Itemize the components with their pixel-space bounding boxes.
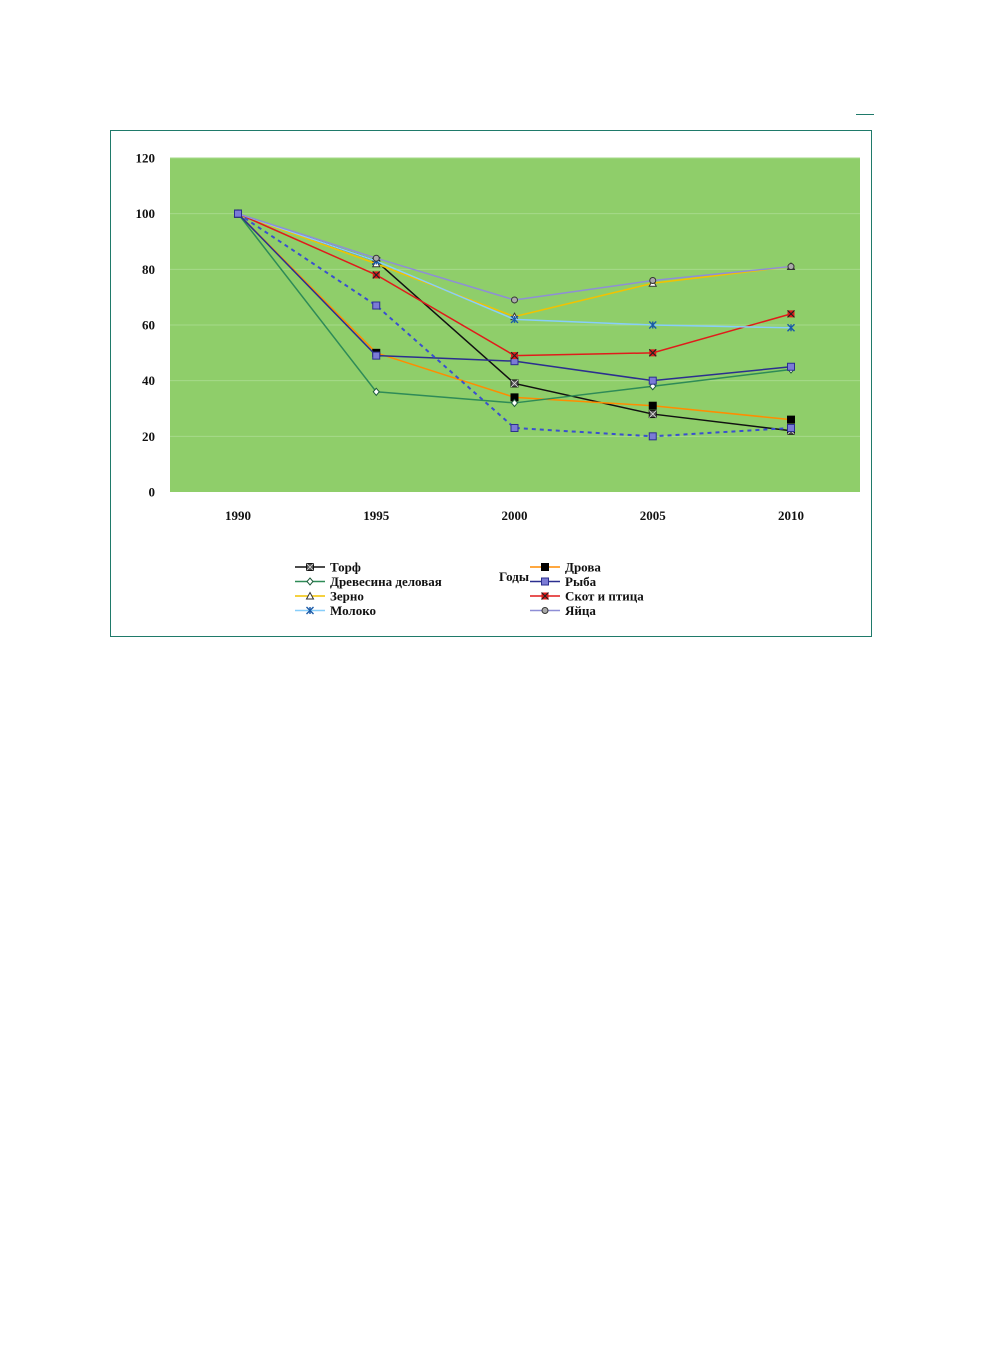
legend-label: Скот и птица [565, 589, 644, 604]
data-point [787, 423, 795, 432]
data-point [372, 270, 381, 279]
data-point [372, 301, 381, 310]
data-point [510, 398, 519, 408]
y-tick-label: 40 [142, 373, 155, 388]
data-point [306, 577, 314, 586]
y-tick-label: 80 [142, 262, 155, 277]
data-point [648, 348, 657, 357]
data-point [649, 276, 657, 284]
data-point [511, 296, 518, 304]
page-marker-line [856, 114, 874, 115]
legend-item: Древесина деловая [295, 574, 442, 589]
legend-label: Яйца [565, 603, 596, 618]
legend-item: Дрова [530, 560, 601, 575]
legend-item: Молоко [295, 603, 376, 618]
y-tick-label: 100 [136, 206, 156, 221]
x-tick-label: 1990 [225, 508, 251, 523]
data-point [541, 577, 549, 586]
data-point [541, 607, 549, 614]
legend-item: Торф [295, 560, 361, 575]
data-point [787, 362, 795, 371]
data-point [787, 415, 795, 424]
data-point [787, 309, 795, 318]
legend-label: Рыба [565, 574, 597, 589]
y-tick-label: 60 [142, 318, 155, 333]
data-point [510, 379, 519, 388]
x-tick-label: 2005 [640, 508, 667, 523]
legend-label: Торф [330, 560, 361, 575]
data-point [510, 315, 519, 324]
legend-item: Яйца [530, 603, 596, 618]
x-tick-label: 1995 [363, 508, 390, 523]
series-unnamed [234, 209, 795, 441]
legend-label: Дрова [565, 560, 601, 575]
legend-item: Зерно [295, 589, 364, 604]
data-point [541, 592, 549, 600]
data-point [541, 563, 549, 571]
data-point [648, 432, 657, 441]
data-point [306, 563, 314, 571]
data-point [510, 393, 519, 402]
x-axis-title: Годы [499, 569, 529, 584]
legend-item: Скот и птица [530, 589, 644, 604]
chart-frame: 0 20 40 60 80 100 120 1990 1995 2000 2005 2010 Годы Т… [110, 130, 872, 637]
data-point [787, 323, 795, 332]
legend-label: Древесина деловая [330, 574, 442, 589]
legend: Торф Дрова Древесина деловая Рыба Зерно Скот … [295, 560, 644, 618]
data-point [649, 381, 657, 391]
x-axis-ticks: 1990 1995 2000 2005 2010 [225, 508, 804, 523]
data-point [372, 351, 381, 360]
data-point [510, 423, 519, 432]
x-tick-label: 2000 [502, 508, 528, 523]
data-point [305, 591, 315, 600]
data-point [372, 254, 380, 262]
y-axis-ticks: 0 20 40 60 80 100 120 [136, 151, 156, 500]
data-point [234, 209, 242, 218]
legend-label: Молоко [330, 603, 376, 618]
x-tick-label: 2010 [778, 508, 804, 523]
data-point [787, 263, 795, 271]
data-point [648, 401, 657, 410]
y-tick-label: 20 [142, 429, 155, 444]
data-point [648, 321, 657, 329]
data-point [648, 376, 657, 385]
data-point [372, 387, 380, 397]
legend-label: Зерно [330, 589, 364, 604]
y-tick-label: 0 [149, 485, 156, 500]
data-point [306, 606, 314, 615]
y-tick-label: 120 [136, 151, 156, 166]
legend-item: Рыба [530, 574, 597, 589]
data-point [510, 351, 519, 360]
data-point [648, 410, 657, 419]
